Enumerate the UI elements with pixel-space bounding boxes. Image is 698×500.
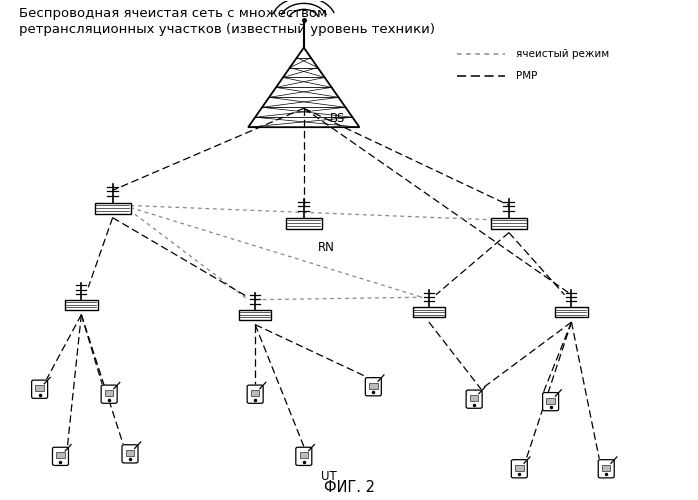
Text: BS: BS	[330, 112, 346, 124]
Bar	[555, 307, 588, 317]
FancyBboxPatch shape	[466, 390, 482, 408]
FancyBboxPatch shape	[542, 392, 558, 411]
Text: RN: RN	[318, 241, 334, 254]
Text: Беспроводная ячеистая сеть с множеством: Беспроводная ячеистая сеть с множеством	[19, 8, 327, 20]
Text: ячеистый режим: ячеистый режим	[516, 48, 609, 58]
Bar	[36, 385, 44, 391]
FancyBboxPatch shape	[512, 460, 527, 478]
FancyBboxPatch shape	[296, 447, 312, 466]
FancyBboxPatch shape	[365, 378, 381, 396]
Text: ФИГ. 2: ФИГ. 2	[323, 480, 375, 494]
FancyBboxPatch shape	[247, 385, 263, 404]
Bar	[470, 395, 478, 401]
Bar	[413, 307, 445, 317]
Bar	[94, 203, 131, 213]
Bar	[251, 390, 260, 396]
Bar	[239, 310, 272, 320]
FancyBboxPatch shape	[598, 460, 614, 478]
Bar	[299, 452, 308, 458]
Bar	[105, 390, 113, 396]
FancyBboxPatch shape	[31, 380, 47, 398]
FancyBboxPatch shape	[122, 445, 138, 463]
Bar	[491, 218, 527, 228]
Text: PMP: PMP	[516, 71, 537, 81]
Bar	[65, 300, 98, 310]
FancyBboxPatch shape	[101, 385, 117, 404]
Bar	[602, 464, 611, 471]
Bar	[57, 452, 65, 458]
Text: ретрансляционных участков (известный уровень техники): ретрансляционных участков (известный уро…	[19, 23, 435, 36]
Text: UT: UT	[321, 470, 337, 482]
Bar	[369, 382, 378, 388]
Bar	[515, 464, 524, 471]
Bar	[547, 398, 555, 404]
Bar	[285, 218, 322, 228]
FancyBboxPatch shape	[52, 447, 68, 466]
Bar	[126, 450, 134, 456]
